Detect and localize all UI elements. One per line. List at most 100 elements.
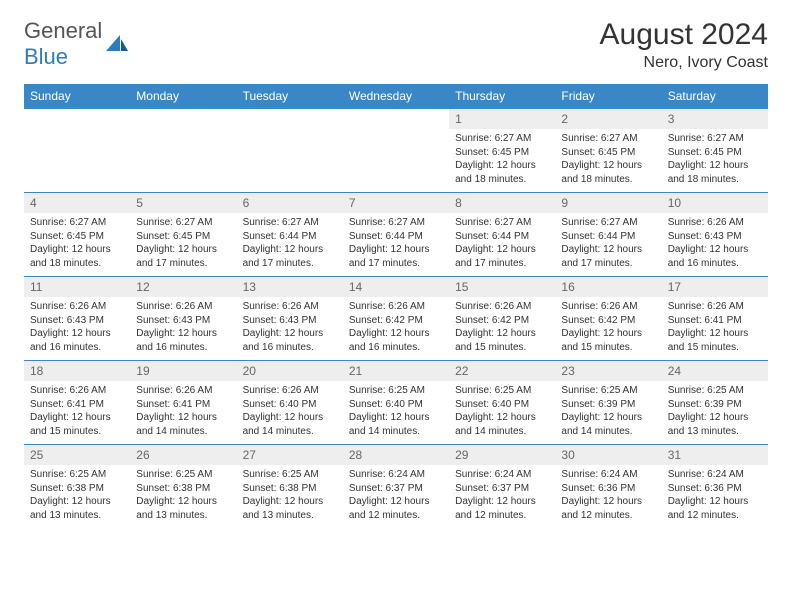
daylight-text: Daylight: 12 hours and 18 minutes. xyxy=(30,243,124,270)
day-cell: 25Sunrise: 6:25 AMSunset: 6:38 PMDayligh… xyxy=(24,445,130,529)
day-body xyxy=(237,129,343,185)
sunset-text: Sunset: 6:38 PM xyxy=(243,482,337,496)
daylight-text: Daylight: 12 hours and 12 minutes. xyxy=(349,495,443,522)
month-title: August 2024 xyxy=(600,18,768,52)
day-body: Sunrise: 6:25 AMSunset: 6:38 PMDaylight:… xyxy=(24,465,130,528)
day-cell: 24Sunrise: 6:25 AMSunset: 6:39 PMDayligh… xyxy=(662,361,768,445)
sunrise-text: Sunrise: 6:26 AM xyxy=(136,300,230,314)
day-header: Tuesday xyxy=(237,84,343,109)
sunset-text: Sunset: 6:44 PM xyxy=(455,230,549,244)
day-number: 21 xyxy=(343,361,449,381)
day-body: Sunrise: 6:26 AMSunset: 6:41 PMDaylight:… xyxy=(130,381,236,444)
sunset-text: Sunset: 6:40 PM xyxy=(349,398,443,412)
daylight-text: Daylight: 12 hours and 13 minutes. xyxy=(136,495,230,522)
sunset-text: Sunset: 6:44 PM xyxy=(349,230,443,244)
sunrise-text: Sunrise: 6:26 AM xyxy=(668,300,762,314)
day-cell: 9Sunrise: 6:27 AMSunset: 6:44 PMDaylight… xyxy=(555,193,661,277)
daylight-text: Daylight: 12 hours and 13 minutes. xyxy=(668,411,762,438)
sunset-text: Sunset: 6:38 PM xyxy=(30,482,124,496)
day-body: Sunrise: 6:26 AMSunset: 6:42 PMDaylight:… xyxy=(555,297,661,360)
sunset-text: Sunset: 6:43 PM xyxy=(243,314,337,328)
logo-text-general: General xyxy=(24,18,102,43)
sunrise-text: Sunrise: 6:27 AM xyxy=(30,216,124,230)
logo-text-blue: Blue xyxy=(24,44,68,69)
sunrise-text: Sunrise: 6:25 AM xyxy=(349,384,443,398)
sunset-text: Sunset: 6:45 PM xyxy=(668,146,762,160)
day-cell: 7Sunrise: 6:27 AMSunset: 6:44 PMDaylight… xyxy=(343,193,449,277)
day-cell: 8Sunrise: 6:27 AMSunset: 6:44 PMDaylight… xyxy=(449,193,555,277)
calendar-page: General Blue August 2024 Nero, Ivory Coa… xyxy=(0,0,792,546)
day-number: 16 xyxy=(555,277,661,297)
day-header-row: SundayMondayTuesdayWednesdayThursdayFrid… xyxy=(24,84,768,109)
sunset-text: Sunset: 6:44 PM xyxy=(561,230,655,244)
sunrise-text: Sunrise: 6:26 AM xyxy=(349,300,443,314)
day-cell: 20Sunrise: 6:26 AMSunset: 6:40 PMDayligh… xyxy=(237,361,343,445)
daylight-text: Daylight: 12 hours and 18 minutes. xyxy=(668,159,762,186)
sunrise-text: Sunrise: 6:25 AM xyxy=(668,384,762,398)
day-cell: 26Sunrise: 6:25 AMSunset: 6:38 PMDayligh… xyxy=(130,445,236,529)
daylight-text: Daylight: 12 hours and 15 minutes. xyxy=(668,327,762,354)
day-body: Sunrise: 6:25 AMSunset: 6:40 PMDaylight:… xyxy=(343,381,449,444)
day-number: 29 xyxy=(449,445,555,465)
title-block: August 2024 Nero, Ivory Coast xyxy=(600,18,768,72)
sunrise-text: Sunrise: 6:25 AM xyxy=(243,468,337,482)
sunrise-text: Sunrise: 6:26 AM xyxy=(243,300,337,314)
daylight-text: Daylight: 12 hours and 17 minutes. xyxy=(455,243,549,270)
sunset-text: Sunset: 6:45 PM xyxy=(455,146,549,160)
day-cell: 5Sunrise: 6:27 AMSunset: 6:45 PMDaylight… xyxy=(130,193,236,277)
daylight-text: Daylight: 12 hours and 16 minutes. xyxy=(349,327,443,354)
day-cell: 12Sunrise: 6:26 AMSunset: 6:43 PMDayligh… xyxy=(130,277,236,361)
day-number: 19 xyxy=(130,361,236,381)
day-body: Sunrise: 6:26 AMSunset: 6:42 PMDaylight:… xyxy=(449,297,555,360)
day-number xyxy=(24,109,130,129)
sunset-text: Sunset: 6:45 PM xyxy=(136,230,230,244)
day-number: 11 xyxy=(24,277,130,297)
day-body xyxy=(130,129,236,185)
sunset-text: Sunset: 6:36 PM xyxy=(561,482,655,496)
week-row: 1Sunrise: 6:27 AMSunset: 6:45 PMDaylight… xyxy=(24,109,768,193)
sunrise-text: Sunrise: 6:25 AM xyxy=(455,384,549,398)
sunrise-text: Sunrise: 6:24 AM xyxy=(455,468,549,482)
sunset-text: Sunset: 6:39 PM xyxy=(668,398,762,412)
week-row: 18Sunrise: 6:26 AMSunset: 6:41 PMDayligh… xyxy=(24,361,768,445)
day-body: Sunrise: 6:26 AMSunset: 6:42 PMDaylight:… xyxy=(343,297,449,360)
day-cell: 4Sunrise: 6:27 AMSunset: 6:45 PMDaylight… xyxy=(24,193,130,277)
day-cell: 17Sunrise: 6:26 AMSunset: 6:41 PMDayligh… xyxy=(662,277,768,361)
day-cell xyxy=(237,109,343,193)
day-body xyxy=(343,129,449,185)
day-number xyxy=(343,109,449,129)
daylight-text: Daylight: 12 hours and 15 minutes. xyxy=(455,327,549,354)
day-number: 27 xyxy=(237,445,343,465)
day-body: Sunrise: 6:27 AMSunset: 6:45 PMDaylight:… xyxy=(555,129,661,192)
day-number: 4 xyxy=(24,193,130,213)
day-body: Sunrise: 6:27 AMSunset: 6:45 PMDaylight:… xyxy=(24,213,130,276)
sunset-text: Sunset: 6:42 PM xyxy=(455,314,549,328)
sunrise-text: Sunrise: 6:27 AM xyxy=(561,132,655,146)
day-cell: 28Sunrise: 6:24 AMSunset: 6:37 PMDayligh… xyxy=(343,445,449,529)
day-body: Sunrise: 6:26 AMSunset: 6:43 PMDaylight:… xyxy=(130,297,236,360)
day-cell: 23Sunrise: 6:25 AMSunset: 6:39 PMDayligh… xyxy=(555,361,661,445)
sunrise-text: Sunrise: 6:26 AM xyxy=(561,300,655,314)
day-number: 13 xyxy=(237,277,343,297)
sunset-text: Sunset: 6:36 PM xyxy=(668,482,762,496)
day-number: 9 xyxy=(555,193,661,213)
sunset-text: Sunset: 6:37 PM xyxy=(455,482,549,496)
daylight-text: Daylight: 12 hours and 16 minutes. xyxy=(243,327,337,354)
day-body: Sunrise: 6:27 AMSunset: 6:45 PMDaylight:… xyxy=(449,129,555,192)
day-cell: 30Sunrise: 6:24 AMSunset: 6:36 PMDayligh… xyxy=(555,445,661,529)
sunrise-text: Sunrise: 6:25 AM xyxy=(561,384,655,398)
sunset-text: Sunset: 6:45 PM xyxy=(561,146,655,160)
day-number: 26 xyxy=(130,445,236,465)
day-cell: 11Sunrise: 6:26 AMSunset: 6:43 PMDayligh… xyxy=(24,277,130,361)
sunrise-text: Sunrise: 6:27 AM xyxy=(561,216,655,230)
sunset-text: Sunset: 6:37 PM xyxy=(349,482,443,496)
day-body: Sunrise: 6:26 AMSunset: 6:43 PMDaylight:… xyxy=(24,297,130,360)
day-cell: 22Sunrise: 6:25 AMSunset: 6:40 PMDayligh… xyxy=(449,361,555,445)
sunrise-text: Sunrise: 6:27 AM xyxy=(668,132,762,146)
week-row: 11Sunrise: 6:26 AMSunset: 6:43 PMDayligh… xyxy=(24,277,768,361)
day-number: 6 xyxy=(237,193,343,213)
day-number: 25 xyxy=(24,445,130,465)
sunrise-text: Sunrise: 6:25 AM xyxy=(30,468,124,482)
day-number: 1 xyxy=(449,109,555,129)
day-cell: 16Sunrise: 6:26 AMSunset: 6:42 PMDayligh… xyxy=(555,277,661,361)
